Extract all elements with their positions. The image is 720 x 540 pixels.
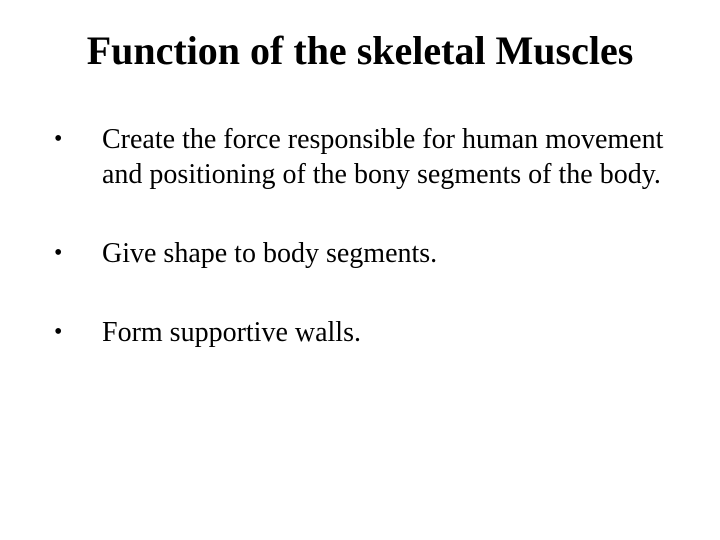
bullet-icon: •: [50, 122, 102, 157]
list-item: • Create the force responsible for human…: [50, 122, 670, 192]
list-item: • Form supportive walls.: [50, 315, 670, 350]
slide: Function of the skeletal Muscles • Creat…: [0, 0, 720, 540]
bullet-text: Create the force responsible for human m…: [102, 122, 670, 192]
bullet-text: Form supportive walls.: [102, 315, 670, 350]
bullet-list: • Create the force responsible for human…: [50, 122, 670, 350]
bullet-icon: •: [50, 236, 102, 271]
bullet-text: Give shape to body segments.: [102, 236, 670, 271]
list-item: • Give shape to body segments.: [50, 236, 670, 271]
slide-title: Function of the skeletal Muscles: [50, 28, 670, 74]
bullet-icon: •: [50, 315, 102, 350]
